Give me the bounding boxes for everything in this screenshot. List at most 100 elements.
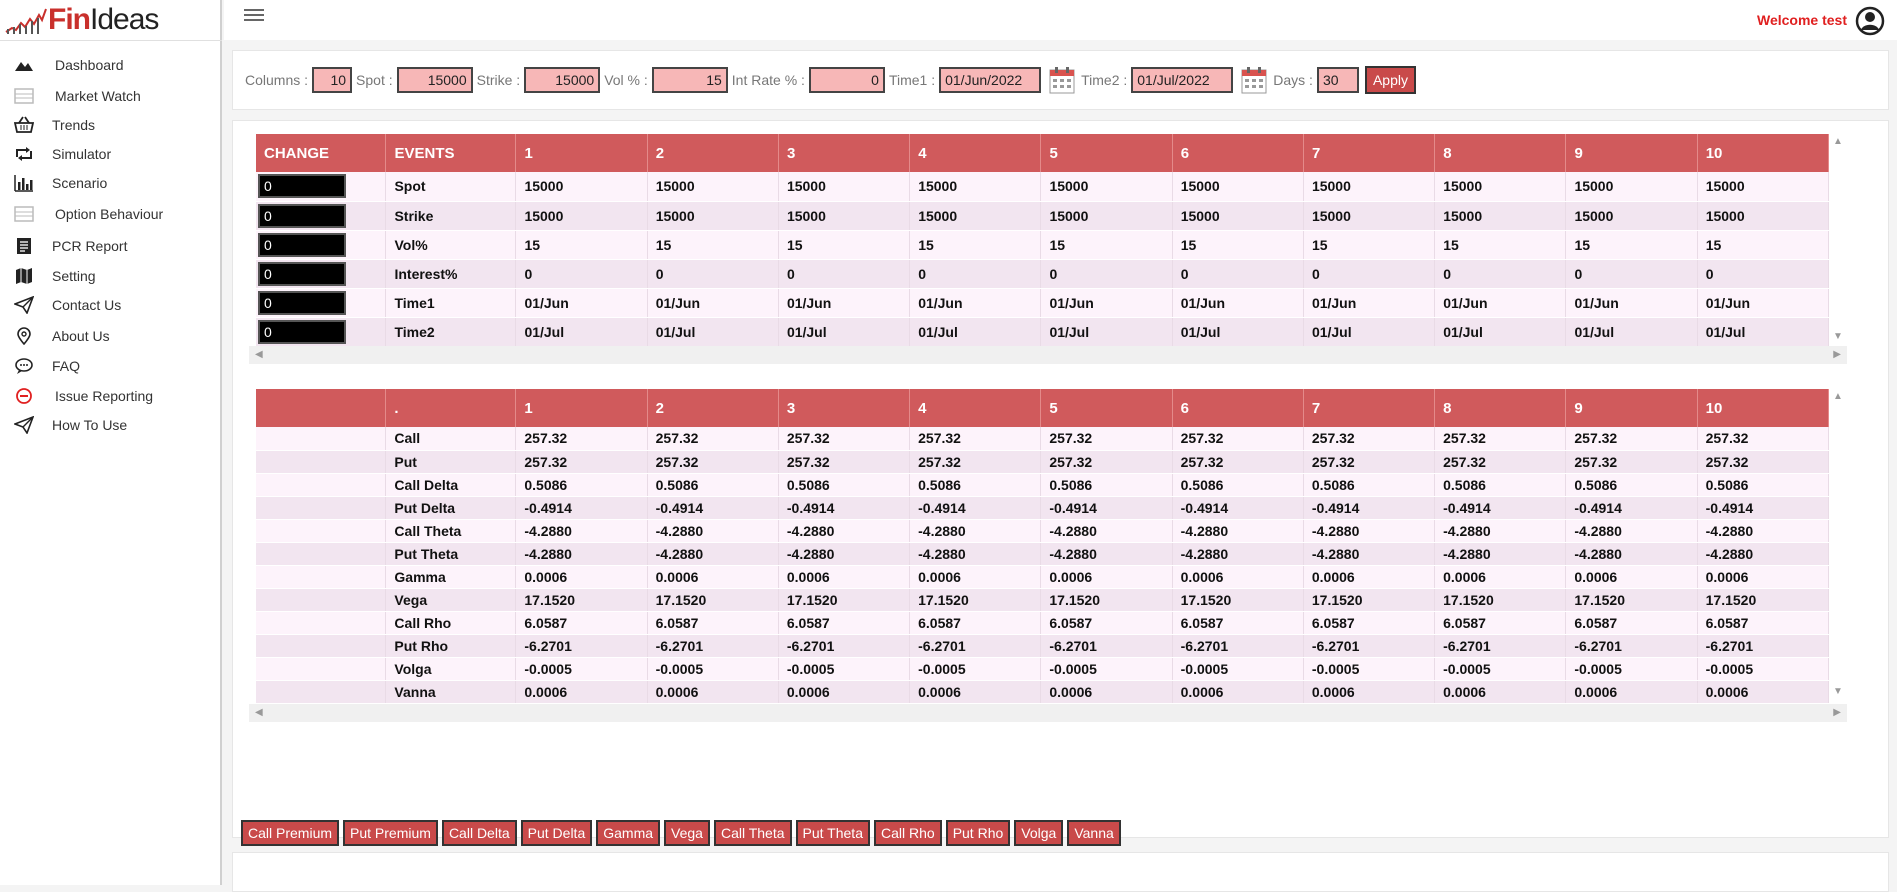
greek-value-cell: 0.0006 <box>1434 565 1567 589</box>
sidebar-item-option-behaviour[interactable]: Option Behaviour <box>0 196 163 232</box>
greek-value-cell: 257.32 <box>647 427 779 451</box>
blank-cell <box>256 542 387 566</box>
strike-input[interactable] <box>524 67 601 93</box>
greek-value-cell: -4.2880 <box>1172 519 1304 543</box>
header-col-2: 2 <box>647 134 779 172</box>
columns-input[interactable] <box>312 67 353 93</box>
greek-value-cell: 6.0587 <box>1172 611 1304 635</box>
user-avatar-icon[interactable] <box>1855 6 1885 36</box>
volga-chart-button[interactable]: Volga <box>1014 820 1064 846</box>
time1-calendar-icon[interactable] <box>1049 66 1075 94</box>
int-rate-input[interactable] <box>808 67 885 93</box>
sidebar-item-pcr-report[interactable]: PCR Report <box>0 228 127 264</box>
greek-value-cell: -0.0005 <box>1565 657 1698 681</box>
change-input[interactable] <box>258 174 346 199</box>
change-input[interactable] <box>258 319 346 344</box>
time1-input[interactable] <box>939 67 1042 93</box>
change-input[interactable] <box>258 232 346 257</box>
greek-value-cell: -6.2701 <box>1303 634 1436 658</box>
location-pin-icon <box>12 327 36 345</box>
event-value-cell: 01/Jul <box>909 317 1042 347</box>
event-value-cell: 01/Jun <box>1565 288 1698 318</box>
greeks-table-horizontal-scrollbar[interactable]: ◀ ▶ <box>249 704 1847 722</box>
change-input[interactable] <box>258 261 346 286</box>
table-row: Vanna 0.0006 0.0006 0.0006 0.0006 0.0006 0.000… <box>256 680 1830 704</box>
sidebar-item-about-us[interactable]: About Us <box>0 318 110 354</box>
event-value-cell: 15000 <box>1434 172 1567 202</box>
time2-input[interactable] <box>1131 67 1234 93</box>
sidebar-item-how-to-use[interactable]: How To Use <box>0 407 127 443</box>
logo[interactable]: FinIdeas <box>0 0 220 40</box>
sidebar-item-issue-reporting[interactable]: Issue Reporting <box>0 378 153 414</box>
greek-value-cell: -4.2880 <box>1565 519 1698 543</box>
event-value-cell: 01/Jul <box>1172 317 1304 347</box>
sidebar-item-contact-us[interactable]: Contact Us <box>0 287 121 323</box>
greek-value-cell: 6.0587 <box>1697 611 1830 635</box>
greek-value-cell: 257.32 <box>778 427 911 451</box>
blank-cell <box>256 565 387 589</box>
vol-input[interactable] <box>651 67 728 93</box>
greek-value-cell: -0.0005 <box>1040 657 1173 681</box>
call-theta-chart-button[interactable]: Call Theta <box>713 820 792 846</box>
header-events: EVENTS <box>385 134 517 172</box>
greek-value-cell: 0.0006 <box>909 680 1042 704</box>
event-value-cell: 15 <box>1697 230 1830 260</box>
paper-plane-icon <box>12 416 36 434</box>
days-input[interactable] <box>1316 67 1359 93</box>
vanna-chart-button[interactable]: Vanna <box>1067 820 1121 846</box>
sidebar-item-simulator[interactable]: Simulator <box>0 136 111 172</box>
vega-chart-button[interactable]: Vega <box>664 820 710 846</box>
sidebar-item-label: About Us <box>52 328 110 344</box>
sidebar-item-setting[interactable]: Setting <box>0 258 96 294</box>
spot-input[interactable] <box>396 67 473 93</box>
greek-value-cell: -0.0005 <box>647 657 779 681</box>
sidebar-item-market-watch[interactable]: Market Watch <box>0 78 141 114</box>
put-theta-chart-button[interactable]: Put Theta <box>795 820 870 846</box>
apply-button[interactable]: Apply <box>1364 66 1416 94</box>
event-value-cell: 15000 <box>909 201 1042 231</box>
sidebar-item-faq[interactable]: FAQ <box>0 348 80 384</box>
greek-value-cell: 257.32 <box>909 450 1042 474</box>
time2-calendar-icon[interactable] <box>1241 66 1267 94</box>
event-label: Time1 <box>385 288 517 318</box>
call-rho-chart-button[interactable]: Call Rho <box>873 820 942 846</box>
map-icon <box>12 267 36 285</box>
event-label: Interest% <box>385 259 517 289</box>
events-table-horizontal-scrollbar[interactable]: ◀ ▶ <box>249 346 1847 364</box>
greek-value-cell: -0.4914 <box>778 496 911 520</box>
greeks-table-vertical-scrollbar[interactable]: ▲ ▼ <box>1829 389 1847 699</box>
call-delta-chart-button[interactable]: Call Delta <box>441 820 517 846</box>
table-row: Call Rho 6.0587 6.0587 6.0587 6.0587 6.0587 6.… <box>256 611 1830 635</box>
top-header: Welcome test <box>224 0 1897 40</box>
event-value-cell: 15 <box>1040 230 1173 260</box>
table-row: Strike1500015000150001500015000150001500… <box>256 201 1830 231</box>
events-table-vertical-scrollbar[interactable]: ▲ ▼ <box>1829 134 1847 344</box>
event-value-cell: 15000 <box>778 172 911 202</box>
gamma-chart-button[interactable]: Gamma <box>596 820 661 846</box>
chat-icon <box>12 357 36 375</box>
sidebar-item-trends[interactable]: Trends <box>0 107 95 143</box>
change-input[interactable] <box>258 203 346 228</box>
header-col-7: 7 <box>1303 134 1436 172</box>
greek-value-cell: -0.4914 <box>515 496 648 520</box>
put-delta-chart-button[interactable]: Put Delta <box>520 820 593 846</box>
table-row: Vega 17.1520 17.1520 17.1520 17.1520 17.1520 1… <box>256 588 1830 612</box>
logo-chart-icon <box>5 8 47 34</box>
put-premium-chart-button[interactable]: Put Premium <box>343 820 438 846</box>
greek-value-cell: 0.5086 <box>1303 473 1436 497</box>
event-value-cell: 15000 <box>1697 201 1830 231</box>
event-value-cell: 01/Jun <box>1303 288 1436 318</box>
greek-value-cell: 6.0587 <box>515 611 648 635</box>
change-input[interactable] <box>258 290 346 315</box>
greek-value-cell: -4.2880 <box>1303 542 1436 566</box>
call-premium-chart-button[interactable]: Call Premium <box>241 820 340 846</box>
put-rho-chart-button[interactable]: Put Rho <box>945 820 1011 846</box>
sidebar-item-scenario[interactable]: Scenario <box>0 165 107 201</box>
hamburger-menu-icon[interactable] <box>242 6 266 26</box>
greek-value-cell: 257.32 <box>1697 450 1830 474</box>
vol-label: Vol % : <box>604 72 648 88</box>
greek-value-cell: 257.32 <box>1565 427 1698 451</box>
header-dot: . <box>385 389 517 427</box>
sidebar-item-dashboard[interactable]: Dashboard <box>0 47 124 83</box>
greeks-table: . 1 2 3 4 5 6 7 8 9 10 Call 257.32 257.32 257.32 257.3… <box>256 389 1830 704</box>
